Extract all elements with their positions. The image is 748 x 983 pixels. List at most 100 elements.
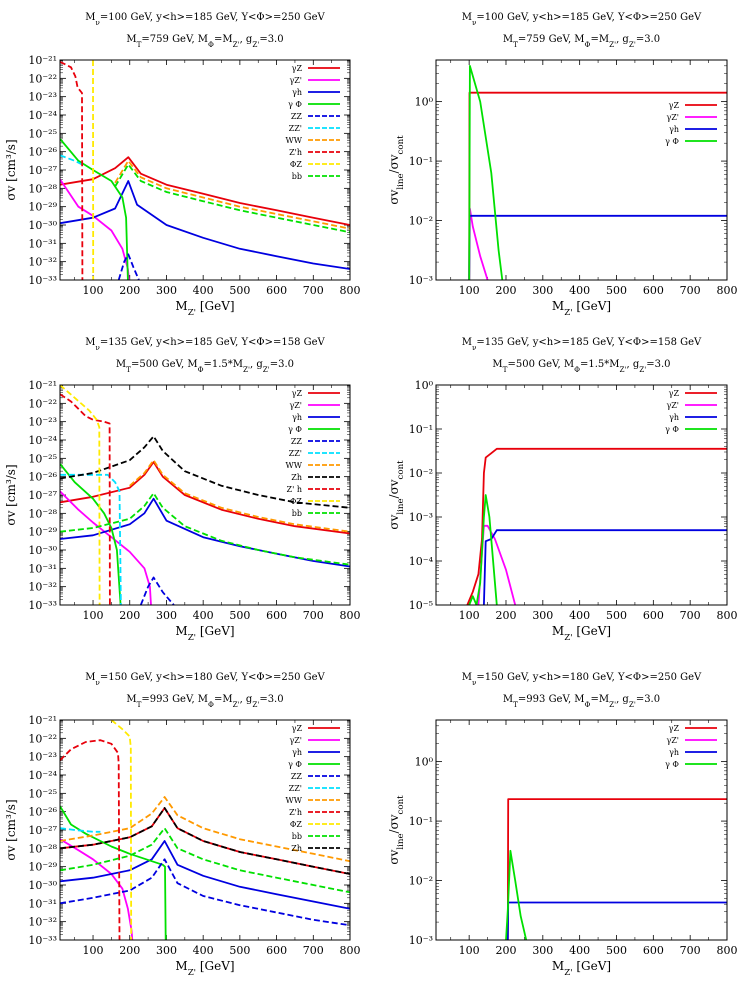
legend-label: ZZ' — [289, 784, 302, 793]
legend-label: Z' h — [287, 485, 302, 494]
y-tick-label: 10⁻²⁹ — [28, 526, 57, 539]
x-tick-label: 300 — [532, 609, 553, 622]
legend-label: γ Φ — [288, 100, 302, 109]
y-tick-label: 10⁻³² — [28, 256, 57, 269]
legend-label: γZ — [292, 389, 303, 398]
x-tick-label: 400 — [193, 944, 214, 957]
series-line — [60, 180, 350, 270]
y-axis-label: σv [cm³/s] — [4, 139, 18, 200]
y-tick-label: 10⁻² — [409, 875, 433, 888]
series-line — [60, 435, 350, 509]
legend-label: γZ — [292, 724, 303, 733]
legend-label: γ Φ — [665, 760, 679, 769]
y-tick-label: 10⁻³⁰ — [28, 219, 57, 232]
x-tick-label: 200 — [119, 284, 140, 297]
x-tick-label: 400 — [569, 944, 590, 957]
series-group — [60, 60, 350, 280]
y-axis-label: σv [cm³/s] — [4, 464, 18, 525]
legend-label: bb — [292, 832, 302, 841]
y-tick-label: 10⁻³² — [28, 581, 57, 594]
legend-label: γZ — [669, 724, 680, 733]
x-tick-label: 300 — [156, 944, 177, 957]
legend-label: γZ' — [289, 401, 302, 410]
y-tick-label: 10⁻³⁰ — [28, 544, 57, 557]
legend-label: γh — [669, 125, 679, 134]
y-tick-label: 10⁻³⁰ — [28, 879, 57, 892]
legend-label: Z'h — [289, 148, 302, 157]
x-tick-label: 800 — [340, 609, 361, 622]
plot-frame — [435, 384, 728, 606]
series-line — [60, 461, 350, 535]
series-group — [466, 447, 727, 605]
series-line — [114, 163, 350, 234]
series-line — [60, 490, 152, 605]
series-line — [60, 807, 350, 875]
legend-label: γ Φ — [665, 425, 679, 434]
series-line — [60, 796, 350, 863]
series-line — [117, 253, 140, 280]
legend-label: γh — [292, 748, 302, 757]
y-tick-label: 10⁻³¹ — [28, 897, 57, 910]
x-tick-label: 200 — [495, 944, 516, 957]
series-line — [483, 529, 727, 605]
legend-label: γZ' — [666, 113, 679, 122]
series-line — [60, 178, 130, 280]
chart-title-line2: MT=993 GeV, MΦ=MZ', gZ'=3.0 — [126, 694, 283, 709]
legend-label: γZ — [669, 101, 680, 110]
y-tick-label: 10⁻²⁹ — [28, 861, 57, 874]
y-tick-label: 10⁻³¹ — [28, 562, 57, 575]
chart-title-line1: Mν=135 GeV, y<h>=185 GeV, Y<Φ>=158 GeV — [85, 337, 325, 352]
y-tick-label: 10⁻²⁷ — [28, 489, 57, 502]
legend-label: Zh — [291, 473, 302, 482]
series-line — [468, 494, 498, 605]
x-tick-label: 600 — [643, 944, 664, 957]
y-axis-label: σv [cm³/s] — [4, 799, 18, 860]
x-tick-label: 500 — [229, 284, 250, 297]
x-tick-label: 300 — [532, 284, 553, 297]
legend-label: ZZ — [291, 772, 303, 781]
series-group — [60, 720, 350, 940]
legend-label: γZ' — [289, 76, 302, 85]
y-tick-label: 10⁻¹ — [409, 155, 433, 168]
series-line — [129, 459, 350, 533]
chart-title-line1: Mν=135 GeV, y<h>=185 GeV, Y<Φ>=158 GeV — [462, 337, 702, 352]
legend-label: ZZ' — [289, 449, 302, 458]
y-tick-label: 10⁻²⁶ — [28, 806, 57, 819]
x-tick-label: 800 — [340, 944, 361, 957]
y-tick-label: 10⁻²⁵ — [28, 452, 57, 465]
y-tick-label: 10⁻²¹ — [28, 714, 57, 727]
legend-label: γZ' — [666, 736, 679, 745]
y-axis-label: σvline/σvcont — [387, 795, 406, 865]
legend-label: γZ — [669, 389, 680, 398]
y-tick-label: 10⁻²² — [28, 72, 57, 85]
legend-label: WW — [286, 461, 303, 470]
x-tick-label: 500 — [606, 284, 627, 297]
series-line — [60, 138, 129, 280]
x-tick-label: 700 — [303, 944, 324, 957]
legend-label: γh — [669, 748, 679, 757]
x-tick-label: 800 — [717, 284, 738, 297]
series-group — [505, 798, 727, 940]
y-tick-label: 10⁻²¹ — [28, 54, 57, 67]
y-tick-label: 10⁻²⁸ — [28, 182, 57, 195]
legend-label: γZ' — [666, 401, 679, 410]
plot-frame — [59, 719, 351, 941]
series-group — [60, 385, 350, 605]
chart-title-line2: MT=759 GeV, MΦ=MZ', gZ'=3.0 — [503, 34, 660, 49]
series-line — [468, 91, 727, 280]
series-line — [60, 393, 111, 605]
x-tick-label: 600 — [266, 944, 287, 957]
y-tick-label: 10⁰ — [415, 756, 434, 769]
x-tick-label: 600 — [266, 609, 287, 622]
x-tick-label: 200 — [119, 609, 140, 622]
series-line — [60, 827, 350, 894]
plot-frame — [59, 384, 351, 606]
y-tick-label: 10⁻³¹ — [28, 237, 57, 250]
x-tick-label: 500 — [229, 944, 250, 957]
x-tick-label: 600 — [643, 609, 664, 622]
series-line — [468, 214, 727, 280]
x-tick-label: 600 — [266, 284, 287, 297]
y-tick-label: 10⁰ — [415, 96, 434, 109]
x-tick-label: 700 — [303, 609, 324, 622]
y-tick-label: 10⁻²³ — [28, 416, 57, 429]
